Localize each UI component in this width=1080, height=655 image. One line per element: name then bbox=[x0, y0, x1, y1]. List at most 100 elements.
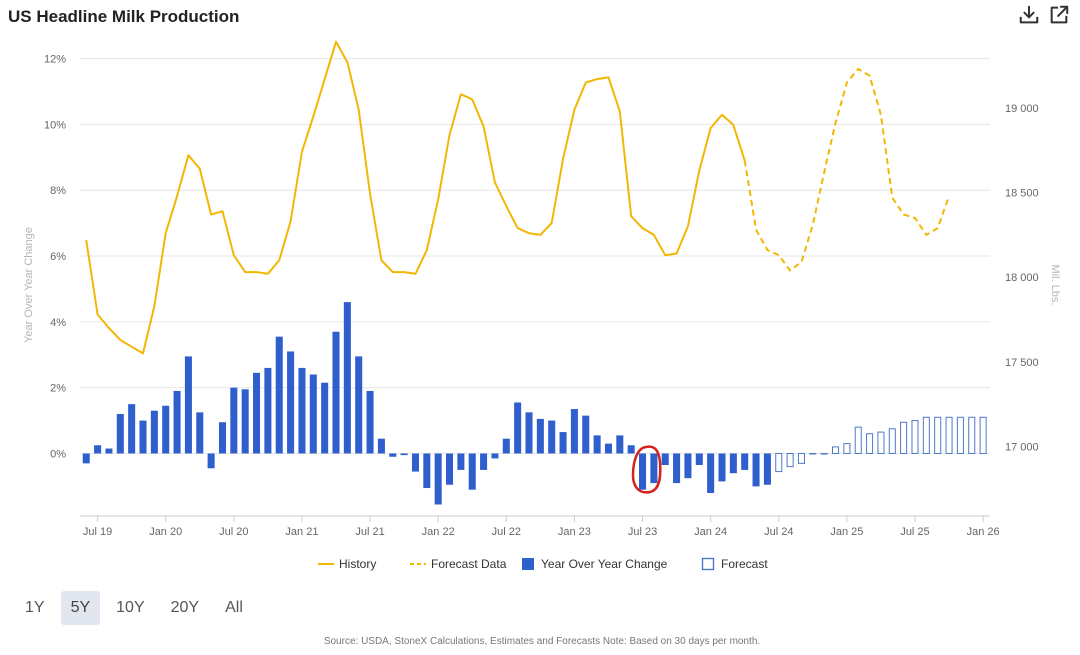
yoy-bar bbox=[230, 387, 238, 454]
yoy-bar bbox=[241, 389, 249, 454]
legend-item[interactable]: History bbox=[318, 557, 376, 571]
yoy-bar bbox=[366, 390, 374, 454]
yoy-bar bbox=[309, 374, 317, 454]
forecast-bar bbox=[809, 452, 817, 455]
yoy-bar bbox=[253, 372, 261, 454]
forecast-bar bbox=[854, 426, 862, 454]
forecast-bar bbox=[866, 433, 874, 454]
forecast-bar bbox=[843, 443, 851, 454]
legend-item[interactable]: Year Over Year Change bbox=[522, 557, 668, 571]
forecast-bar bbox=[922, 416, 930, 454]
left-axis-title: Year Over Year Change bbox=[23, 227, 35, 343]
history-line bbox=[85, 40, 746, 355]
range-button-5y[interactable]: 5Y bbox=[60, 591, 101, 625]
yoy-bar bbox=[480, 453, 488, 470]
x-tick-label: Jan 25 bbox=[830, 526, 863, 538]
yoy-bar bbox=[218, 422, 226, 454]
yoy-bar bbox=[525, 412, 533, 454]
yoy-bar bbox=[604, 443, 612, 454]
yoy-bar bbox=[196, 412, 204, 454]
left-tick-label: 6% bbox=[50, 251, 66, 263]
forecast-bar bbox=[934, 416, 942, 454]
yoy-bar bbox=[184, 356, 192, 454]
range-button-20y[interactable]: 20Y bbox=[170, 599, 200, 616]
forecast-bar bbox=[900, 421, 908, 454]
yoy-bar bbox=[582, 415, 590, 454]
x-tick-label: Jul 23 bbox=[628, 526, 657, 538]
yoy-bar bbox=[332, 331, 340, 454]
yoy-bar bbox=[639, 453, 647, 490]
yoy-bar bbox=[673, 453, 681, 484]
legend-symbol bbox=[522, 558, 534, 570]
left-tick-label: 0% bbox=[50, 448, 66, 460]
yoy-bar bbox=[627, 445, 635, 454]
x-tick-label: Jul 21 bbox=[355, 526, 384, 538]
yoy-bar bbox=[434, 453, 442, 505]
yoy-bar bbox=[355, 356, 363, 454]
yoy-bar bbox=[287, 351, 295, 454]
yoy-bar bbox=[173, 390, 181, 454]
yoy-bar bbox=[536, 418, 544, 454]
range-button-all[interactable]: All bbox=[225, 599, 243, 616]
yoy-bar bbox=[559, 432, 567, 454]
yoy-bar bbox=[548, 420, 556, 454]
external-link-icon[interactable] bbox=[1048, 4, 1070, 26]
yoy-bar bbox=[411, 453, 419, 472]
yoy-bar bbox=[752, 453, 760, 487]
yoy-bar bbox=[82, 453, 90, 464]
gridlines bbox=[80, 58, 990, 454]
yoy-bar bbox=[684, 453, 692, 479]
right-axis-ticks: 17 000 17 500 18 000 18 500 19 000 bbox=[1005, 103, 1039, 454]
yoy-bar bbox=[650, 453, 658, 484]
download-icon[interactable] bbox=[1018, 4, 1040, 26]
legend-label: Forecast Data bbox=[431, 557, 507, 571]
yoy-bar bbox=[94, 445, 102, 454]
range-button-1y[interactable]: 1Y bbox=[25, 599, 45, 616]
forecast-bar bbox=[786, 452, 794, 468]
chart-toolbar bbox=[1018, 4, 1070, 26]
yoy-bar bbox=[207, 453, 215, 469]
forecast-bar bbox=[979, 416, 987, 454]
x-tick-label: Jan 24 bbox=[694, 526, 727, 538]
yoy-bar bbox=[423, 453, 431, 489]
yoy-bar bbox=[502, 438, 510, 454]
yoy-bar bbox=[593, 435, 601, 454]
annotation-circle bbox=[631, 445, 662, 494]
yoy-bar bbox=[446, 453, 454, 485]
yoy-bar bbox=[343, 302, 351, 454]
forecast-bars bbox=[775, 416, 987, 473]
legend-item[interactable]: Forecast bbox=[701, 557, 769, 571]
x-tick-label: Jan 26 bbox=[967, 526, 1000, 538]
page-title: US Headline Milk Production bbox=[8, 7, 240, 26]
range-selector: 1Y 5Y 10Y 20Y All bbox=[15, 591, 253, 625]
left-tick-label: 2% bbox=[50, 383, 66, 395]
chart-legend: History Forecast Data Year Over Year Chang… bbox=[318, 557, 768, 571]
forecast-bar bbox=[775, 452, 783, 473]
yoy-bar bbox=[695, 453, 703, 465]
range-button-10y[interactable]: 10Y bbox=[116, 599, 145, 616]
left-tick-label: 4% bbox=[50, 317, 66, 329]
source-note: Source: USDA, StoneX Calculations, Estim… bbox=[323, 636, 761, 647]
x-tick-label: Jan 23 bbox=[558, 526, 591, 538]
x-tick-label: Jul 25 bbox=[900, 526, 929, 538]
forecast-bar bbox=[820, 452, 828, 455]
forecast-bar bbox=[956, 416, 964, 454]
legend-label: History bbox=[339, 557, 376, 571]
yoy-bar bbox=[162, 405, 170, 454]
legend-item[interactable]: Forecast Data bbox=[410, 557, 507, 571]
yoy-bar bbox=[729, 453, 737, 474]
yoy-bar bbox=[105, 448, 113, 454]
x-tick-label: Jul 20 bbox=[219, 526, 248, 538]
x-tick-label: Jan 20 bbox=[149, 526, 182, 538]
right-tick-label: 18 500 bbox=[1005, 188, 1039, 200]
x-tick-label: Jan 21 bbox=[285, 526, 318, 538]
yoy-bar bbox=[377, 438, 385, 454]
yoy-bar bbox=[741, 453, 749, 470]
yoy-bar bbox=[661, 453, 669, 465]
yoy-bar bbox=[570, 409, 578, 454]
yoy-bar bbox=[763, 453, 771, 485]
x-tick-label: Jul 19 bbox=[83, 526, 112, 538]
yoy-bar bbox=[128, 404, 136, 454]
right-tick-label: 17 000 bbox=[1005, 442, 1039, 454]
yoy-bar bbox=[298, 367, 306, 454]
